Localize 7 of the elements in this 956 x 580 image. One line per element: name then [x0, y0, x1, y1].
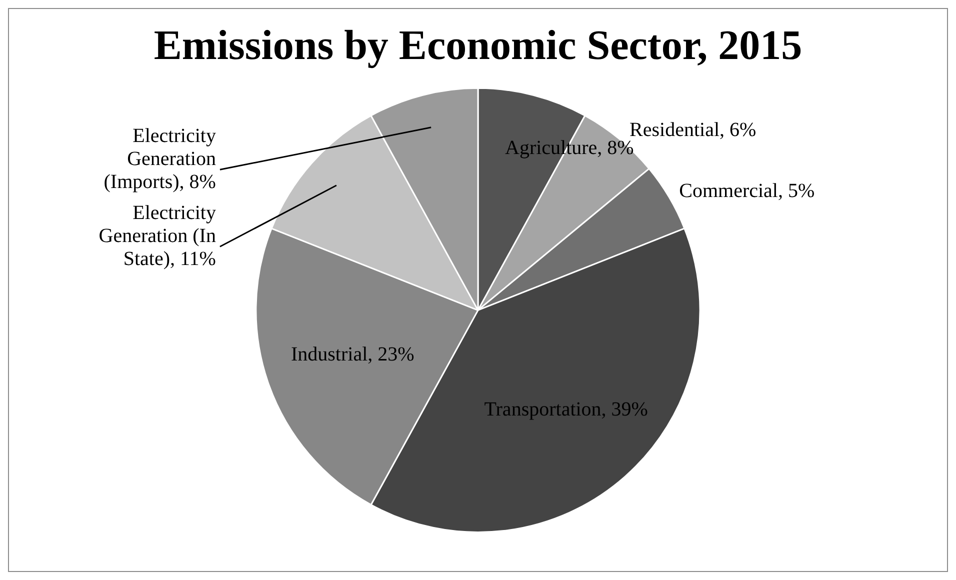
slice-label: Commercial, 5%: [679, 180, 815, 202]
chart-title: Emissions by Economic Sector, 2015: [154, 23, 802, 70]
slice-label: Electricity Generation (Imports), 8%: [104, 124, 216, 193]
slice-label: Electricity Generation (In State), 11%: [98, 202, 216, 270]
slice-label: Transportation, 39%: [484, 398, 648, 420]
slice-label: Industrial, 23%: [290, 344, 414, 366]
slice-label: Residential, 6%: [630, 118, 756, 141]
